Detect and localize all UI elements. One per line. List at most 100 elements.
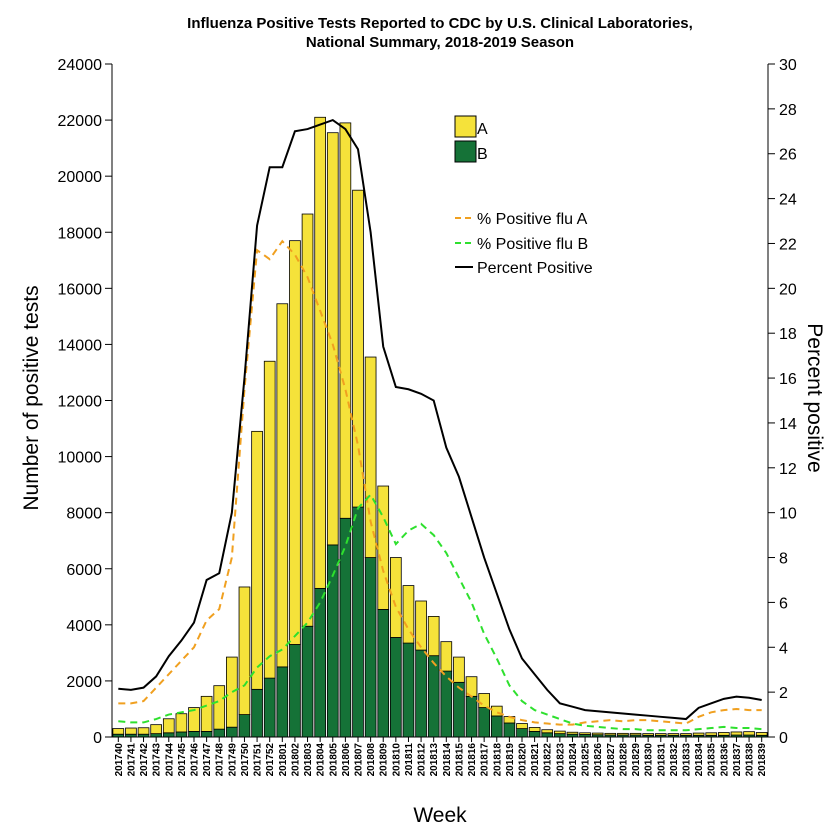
line-percent-positive (118, 118, 762, 721)
left-tick-label: 8000 (66, 506, 102, 523)
x-tick-label: 201807 (354, 743, 365, 777)
right-tick-label: 18 (779, 326, 797, 343)
bar-b-201812 (415, 649, 427, 738)
x-tick-label: 201751 (253, 743, 264, 777)
x-tick-label: 201821 (530, 743, 541, 777)
x-tick-label: 201804 (316, 743, 327, 777)
bar-a-201749 (226, 656, 238, 728)
bar-b-201751 (251, 688, 263, 738)
x-tick-label: 201830 (644, 743, 655, 777)
x-tick-label: 201815 (454, 743, 465, 777)
right-tick-label: 16 (779, 371, 797, 388)
bar-a-201823 (554, 730, 566, 735)
x-tick-label: 201810 (391, 743, 402, 777)
x-tick-label: 201741 (126, 743, 137, 777)
bar-b-201821 (528, 730, 541, 738)
legend: A B % Positive flu A % Positive flu B Pe… (454, 115, 593, 277)
x-tick-label: 201835 (707, 743, 718, 777)
right-tick-label: 8 (779, 551, 788, 568)
x-tick-label: 201801 (278, 743, 289, 777)
bar-b-201744 (162, 732, 175, 738)
right-tick-label: 14 (779, 416, 797, 433)
bar-b-201813 (427, 655, 440, 738)
x-tick-label: 201814 (442, 743, 453, 777)
legend-swatch-a (454, 115, 477, 138)
y-axis-right-label: Percent positive (803, 323, 826, 472)
right-tick-label: 10 (779, 506, 797, 523)
bar-a-201830 (642, 733, 654, 736)
left-tick-label: 4000 (66, 618, 102, 635)
left-tick-label: 12000 (58, 394, 103, 411)
left-tick-label: 6000 (66, 562, 102, 579)
left-tick-label: 22000 (58, 113, 103, 130)
bar-a-201810 (390, 557, 402, 638)
x-axis-label: Week (413, 804, 467, 827)
bar-a-201833 (680, 733, 692, 736)
bar-a-201747 (200, 695, 213, 732)
x-tick-label: 201740 (114, 743, 125, 777)
bar-a-201744 (162, 718, 175, 734)
bar-b-201820 (516, 728, 528, 738)
bar-b-201743 (150, 733, 162, 738)
x-tick-label: 201833 (682, 743, 693, 777)
x-tick-label: 201745 (177, 743, 188, 777)
bar-a-201804 (314, 116, 326, 589)
left-tick-label: 24000 (58, 57, 103, 74)
x-tick-label: 201803 (303, 743, 314, 777)
bar-a-201805 (326, 132, 339, 546)
bar-a-201825 (579, 732, 591, 735)
bar-b-201803 (301, 625, 314, 738)
x-tick-label: 201824 (568, 743, 579, 777)
bar-a-201812 (415, 600, 427, 651)
legend-label-b: B (477, 146, 488, 163)
legend-swatch-b (454, 140, 477, 163)
bar-a-201831 (654, 733, 667, 736)
bar-a-201822 (541, 729, 554, 734)
bar-a-201828 (617, 732, 629, 736)
bar-b-201818 (490, 715, 503, 738)
left-tick-label: 0 (93, 730, 102, 747)
bar-a-201809 (377, 485, 390, 610)
bar-a-201832 (667, 733, 680, 736)
right-tick-label: 6 (779, 595, 788, 612)
x-tick-label: 201825 (581, 743, 592, 777)
bar-a-201750 (238, 586, 251, 715)
x-tick-label: 201809 (379, 743, 390, 777)
bar-a-201829 (629, 732, 642, 736)
bar-a-201836 (718, 732, 730, 736)
bar-a-201813 (427, 616, 440, 657)
x-tick-label: 201806 (341, 743, 352, 777)
legend-label-pct-a: % Positive flu A (477, 211, 588, 228)
x-tick-label: 201829 (631, 743, 642, 777)
bar-b-201811 (402, 642, 415, 738)
legend-label-pct-total: Percent Positive (477, 260, 593, 277)
bar-a-201838 (743, 731, 755, 736)
bar-a-201820 (516, 723, 528, 729)
bar-a-201814 (440, 641, 453, 672)
x-tick-label: 201822 (543, 743, 554, 777)
legend-label-a: A (477, 121, 488, 138)
x-tick-label: 201748 (215, 743, 226, 777)
x-tick-label: 201813 (429, 743, 440, 777)
x-tick-label: 201828 (618, 743, 629, 777)
line-pct-positive-flu-b (118, 493, 762, 732)
axes (111, 64, 769, 738)
bar-b-201748 (213, 728, 226, 738)
bar-b-201822 (541, 732, 554, 738)
bar-a-201815 (453, 656, 465, 683)
x-tick-label: 201811 (404, 743, 415, 776)
x-tick-label: 201744 (164, 743, 175, 777)
bar-a-201806 (339, 122, 352, 519)
bar-a-201818 (490, 705, 503, 717)
bar-b-201746 (188, 730, 200, 738)
bar-b-201823 (554, 733, 566, 738)
x-tick-label: 201749 (227, 743, 238, 777)
bar-b-201802 (289, 644, 301, 738)
right-tick-label: 12 (779, 461, 797, 478)
right-tick-label: 20 (779, 281, 797, 298)
bar-a-201748 (213, 685, 226, 730)
bar-b-201810 (390, 637, 402, 738)
bar-b-201817 (478, 707, 490, 738)
bar-b-201801 (276, 666, 289, 738)
